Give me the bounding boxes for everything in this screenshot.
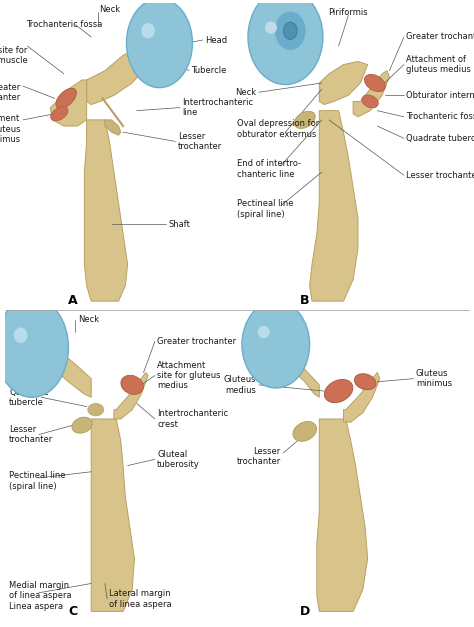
- Ellipse shape: [355, 374, 376, 390]
- Ellipse shape: [324, 379, 353, 403]
- Text: Lesser
trochanter: Lesser trochanter: [178, 132, 222, 151]
- Circle shape: [283, 22, 297, 40]
- Text: D: D: [300, 604, 310, 618]
- Text: B: B: [300, 294, 310, 307]
- Text: Greater
trochanter: Greater trochanter: [0, 83, 21, 102]
- Circle shape: [242, 301, 310, 388]
- Ellipse shape: [51, 107, 68, 121]
- Text: Pectineal line
(spiral line): Pectineal line (spiral line): [237, 199, 293, 219]
- Text: Gluteus
medius: Gluteus medius: [224, 375, 256, 394]
- Polygon shape: [319, 61, 368, 105]
- Text: Piriformis: Piriformis: [328, 8, 368, 17]
- Polygon shape: [87, 46, 153, 105]
- Polygon shape: [317, 419, 368, 611]
- Polygon shape: [344, 372, 380, 422]
- Text: End of intertro-
chanteric line: End of intertro- chanteric line: [237, 159, 301, 179]
- Ellipse shape: [121, 376, 144, 394]
- Text: Head: Head: [205, 36, 227, 45]
- Polygon shape: [141, 49, 157, 68]
- Text: Fovea: Fovea: [9, 349, 35, 358]
- Text: Gluteal
tuberosity: Gluteal tuberosity: [157, 450, 200, 469]
- Text: Attachment
site for gluteus
minimus: Attachment site for gluteus minimus: [0, 114, 21, 144]
- Ellipse shape: [293, 421, 317, 441]
- Polygon shape: [84, 120, 128, 301]
- Circle shape: [0, 298, 68, 398]
- Text: Lateral margin
of linea aspera: Lateral margin of linea aspera: [109, 589, 172, 609]
- Text: Neck: Neck: [78, 315, 100, 324]
- Ellipse shape: [141, 23, 155, 38]
- Text: Quadrate
tubercle: Quadrate tubercle: [9, 387, 49, 407]
- Ellipse shape: [56, 88, 76, 108]
- Ellipse shape: [265, 21, 277, 34]
- Text: Lesser
trochanter: Lesser trochanter: [237, 446, 281, 466]
- Text: Greater trochanter: Greater trochanter: [157, 337, 237, 346]
- Circle shape: [127, 0, 192, 88]
- Polygon shape: [114, 372, 148, 419]
- Text: Intertrochanteric
crest: Intertrochanteric crest: [157, 409, 228, 429]
- Polygon shape: [281, 341, 319, 398]
- Polygon shape: [91, 419, 135, 611]
- Text: Tubercle: Tubercle: [191, 66, 227, 75]
- Text: Oval depression for
obturator externus: Oval depression for obturator externus: [237, 119, 319, 139]
- Ellipse shape: [362, 95, 378, 108]
- Text: Attachment site for
piriformis muscle: Attachment site for piriformis muscle: [0, 46, 27, 65]
- Polygon shape: [50, 80, 87, 126]
- Text: Neck: Neck: [99, 5, 120, 14]
- Text: Intertrochanteric
line: Intertrochanteric line: [182, 98, 253, 117]
- Text: Fovea: Fovea: [280, 5, 305, 14]
- Text: Shaft: Shaft: [169, 220, 191, 229]
- Polygon shape: [310, 110, 358, 301]
- Circle shape: [276, 13, 305, 49]
- Ellipse shape: [72, 417, 92, 433]
- Text: Greater trochanter: Greater trochanter: [406, 33, 474, 41]
- Text: Attachment
site for gluteus
medius: Attachment site for gluteus medius: [157, 361, 221, 391]
- Text: C: C: [68, 604, 78, 618]
- Ellipse shape: [365, 75, 385, 92]
- Circle shape: [248, 0, 323, 85]
- Text: Obturator internus: Obturator internus: [406, 91, 474, 100]
- Ellipse shape: [88, 404, 104, 416]
- Text: Lesser
trochanter: Lesser trochanter: [9, 425, 54, 444]
- Text: Trochanteric fossa: Trochanteric fossa: [26, 20, 102, 29]
- Text: Lesser trochanter: Lesser trochanter: [406, 171, 474, 180]
- Polygon shape: [41, 341, 91, 398]
- Text: Pectineal line
(spiral line): Pectineal line (spiral line): [9, 472, 66, 491]
- Text: Gluteus
minimus: Gluteus minimus: [416, 369, 452, 388]
- Text: Trochanteric fossa: Trochanteric fossa: [406, 112, 474, 121]
- Polygon shape: [105, 120, 121, 135]
- Ellipse shape: [294, 111, 315, 129]
- Ellipse shape: [14, 327, 27, 343]
- Text: Quadrate tubercle: Quadrate tubercle: [406, 134, 474, 143]
- Text: A: A: [68, 294, 78, 307]
- Text: Neck: Neck: [235, 88, 256, 97]
- Text: Attachment of
gluteus medius: Attachment of gluteus medius: [406, 55, 471, 74]
- Polygon shape: [353, 71, 389, 117]
- Text: Medial margin
of linea aspera
Linea aspera: Medial margin of linea aspera Linea aspe…: [9, 581, 72, 611]
- Ellipse shape: [258, 326, 270, 339]
